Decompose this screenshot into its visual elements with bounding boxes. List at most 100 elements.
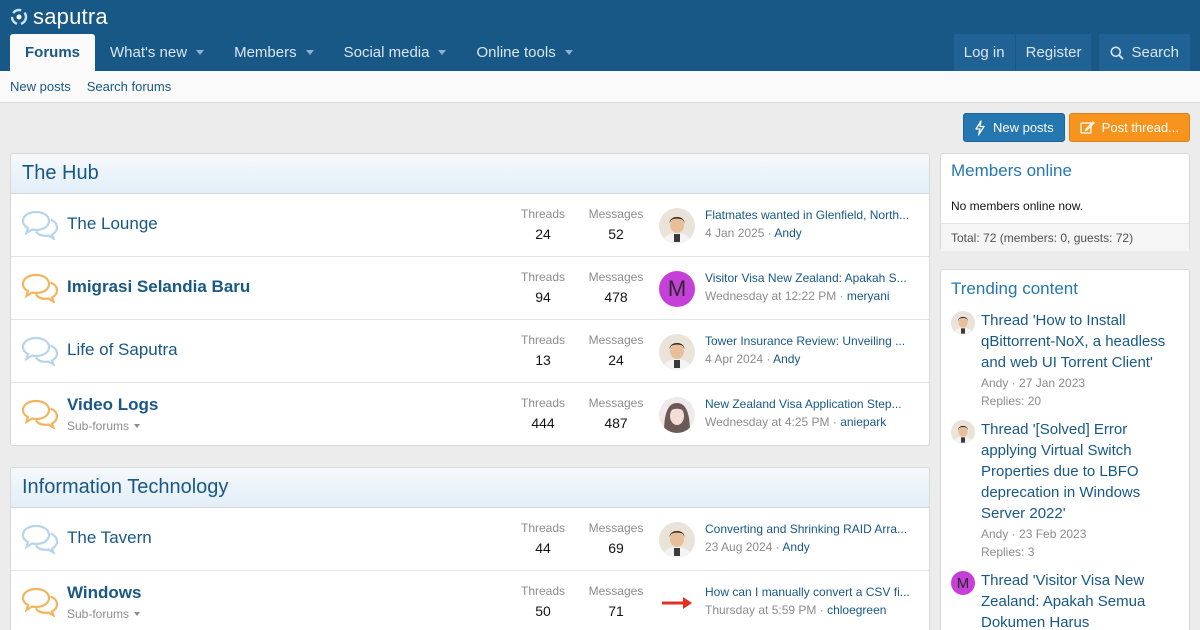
nav-tab-social-media[interactable]: Social media bbox=[329, 34, 462, 71]
messages-stat: Messages 69 bbox=[581, 521, 651, 556]
threads-stat: Threads 94 bbox=[508, 270, 578, 305]
register-button[interactable]: Register bbox=[1015, 34, 1092, 71]
last-post-user[interactable]: meryani bbox=[846, 289, 890, 303]
last-post-date[interactable]: 4 Jan 2025 bbox=[705, 226, 765, 240]
red-arrow-icon[interactable] bbox=[659, 585, 695, 621]
last-post-title[interactable]: Converting and Shrinking RAID Arra... bbox=[705, 522, 908, 536]
new-posts-button[interactable]: New posts bbox=[962, 113, 1065, 142]
category-title[interactable]: Information Technology bbox=[22, 476, 229, 498]
avatar[interactable] bbox=[659, 397, 695, 433]
forum-title[interactable]: The Lounge bbox=[67, 214, 158, 233]
search-button[interactable]: Search bbox=[1099, 34, 1190, 71]
nav-tab-whats-new[interactable]: What's new bbox=[95, 34, 219, 71]
new-posts-button-label: New posts bbox=[992, 120, 1054, 135]
messages-stat: Messages 52 bbox=[581, 207, 651, 242]
avatar[interactable] bbox=[951, 420, 975, 444]
last-post-title[interactable]: Visitor Visa New Zealand: Apakah S... bbox=[705, 271, 907, 285]
threads-count: 94 bbox=[535, 289, 551, 305]
last-post-meta: Thursday at 5:59 PM · chloegreen bbox=[705, 603, 887, 617]
page-actions: New posts Post thread... bbox=[959, 113, 1190, 142]
last-post-date[interactable]: 23 Aug 2024 bbox=[705, 540, 773, 554]
category-header: The Hub bbox=[11, 154, 929, 194]
last-post-user[interactable]: aniepark bbox=[840, 415, 887, 429]
last-post-title[interactable]: New Zealand Visa Application Step... bbox=[705, 397, 902, 411]
chevron-down-icon[interactable] bbox=[564, 50, 573, 55]
last-post-title[interactable]: Tower Insurance Review: Unveiling ... bbox=[705, 334, 906, 348]
last-post-meta: Wednesday at 4:25 PM · aniepark bbox=[705, 415, 887, 429]
subforums-toggle[interactable]: Sub-forums bbox=[67, 419, 141, 433]
threads-stat: Threads 24 bbox=[508, 207, 578, 242]
forum-node-imigrasi-selandia-baru: Imigrasi Selandia Baru Threads 94 Message… bbox=[11, 257, 929, 320]
threads-count: 24 bbox=[535, 226, 551, 242]
trending-item-title[interactable]: Thread 'Visitor Visa New Zealand: Apakah… bbox=[981, 572, 1146, 630]
threads-count: 444 bbox=[531, 415, 555, 431]
forum-title[interactable]: Life of Saputra bbox=[67, 340, 178, 359]
post-thread-button[interactable]: Post thread... bbox=[1068, 113, 1190, 142]
chevron-down-icon bbox=[134, 424, 141, 428]
nav-tab-label: Members bbox=[234, 44, 297, 61]
forum-title[interactable]: The Tavern bbox=[67, 528, 152, 547]
last-post-date[interactable]: Thursday at 5:59 PM bbox=[705, 603, 817, 617]
edit-icon bbox=[1080, 121, 1095, 134]
chat-read-icon bbox=[21, 336, 59, 366]
nav-tab-forums[interactable]: Forums bbox=[10, 34, 96, 71]
messages-label: Messages bbox=[588, 584, 644, 598]
login-button[interactable]: Log in bbox=[953, 34, 1015, 71]
trending-item-title[interactable]: Thread 'How to Install qBittorrent-NoX, … bbox=[981, 312, 1166, 371]
avatar[interactable]: M bbox=[951, 571, 975, 595]
widget-title[interactable]: Trending content bbox=[951, 279, 1078, 298]
new-posts-link[interactable]: New posts bbox=[10, 79, 71, 94]
last-post-meta: 4 Apr 2024 · Andy bbox=[705, 352, 801, 366]
last-post-date[interactable]: Wednesday at 12:22 PM bbox=[705, 289, 837, 303]
site-header: saputra Forums What's new Members Social… bbox=[0, 0, 1200, 71]
category-information-technology: Information Technology The Tavern Thread… bbox=[10, 467, 930, 630]
search-button-label: Search bbox=[1131, 44, 1179, 61]
last-post-meta: 23 Aug 2024 · Andy bbox=[705, 540, 810, 554]
trending-item: Thread 'How to Install qBittorrent-NoX, … bbox=[951, 310, 1179, 409]
threads-label: Threads bbox=[520, 270, 566, 284]
last-post-user[interactable]: Andy bbox=[773, 352, 801, 366]
search-forums-link[interactable]: Search forums bbox=[86, 79, 172, 94]
avatar[interactable]: M bbox=[659, 271, 695, 307]
messages-label: Messages bbox=[588, 396, 644, 410]
subforums-toggle[interactable]: Sub-forums bbox=[67, 607, 141, 621]
avatar[interactable] bbox=[951, 311, 975, 335]
nav-tab-members[interactable]: Members bbox=[219, 34, 329, 71]
forum-title[interactable]: Video Logs bbox=[67, 395, 159, 414]
last-post-user[interactable]: Andy bbox=[774, 226, 802, 240]
trending-item-title[interactable]: Thread '[Solved] Error applying Virtual … bbox=[981, 421, 1141, 522]
chevron-down-icon[interactable] bbox=[196, 50, 205, 55]
logo-mark-icon bbox=[10, 8, 28, 26]
avatar[interactable] bbox=[659, 522, 695, 558]
last-post-title[interactable]: Flatmates wanted in Glenfield, North... bbox=[705, 208, 910, 222]
threads-stat: Threads 13 bbox=[508, 333, 578, 368]
post-thread-button-label: Post thread... bbox=[1101, 120, 1179, 135]
search-icon bbox=[1110, 46, 1125, 60]
last-post-user[interactable]: chloegreen bbox=[827, 603, 887, 617]
category-title[interactable]: The Hub bbox=[22, 162, 99, 184]
members-online-total: Total: 72 (members: 0, guests: 72) bbox=[941, 223, 1189, 251]
nav-tab-online-tools[interactable]: Online tools bbox=[461, 34, 587, 71]
chevron-down-icon[interactable] bbox=[438, 50, 447, 55]
forum-node-the-lounge: The Lounge Threads 24 Messages 52 Flatmate… bbox=[11, 194, 929, 257]
trending-item-replies: Replies: 3 bbox=[981, 545, 1035, 559]
chevron-down-icon[interactable] bbox=[305, 50, 314, 55]
trending-item-meta: Andy · 23 Feb 2023 bbox=[981, 527, 1087, 541]
main-nav: Forums What's new Members Social media O… bbox=[10, 34, 588, 71]
forum-title[interactable]: Imigrasi Selandia Baru bbox=[67, 277, 251, 296]
site-logo[interactable]: saputra bbox=[9, 4, 108, 29]
last-post-date[interactable]: Wednesday at 4:25 PM bbox=[705, 415, 830, 429]
trending-list: Thread 'How to Install qBittorrent-NoX, … bbox=[941, 308, 1189, 630]
members-online-text: No members online now. bbox=[951, 198, 1084, 213]
last-post-date[interactable]: 4 Apr 2024 bbox=[705, 352, 764, 366]
last-post-meta: 4 Jan 2025 · Andy bbox=[705, 226, 802, 240]
threads-label: Threads bbox=[520, 396, 566, 410]
forum-title[interactable]: Windows bbox=[67, 583, 142, 602]
widget-title[interactable]: Members online bbox=[951, 161, 1072, 180]
last-post-title[interactable]: How can I manually convert a CSV fi... bbox=[705, 585, 910, 599]
category-the-hub: The Hub The Lounge Threads 24 Messages 52 … bbox=[10, 153, 930, 446]
last-post-user[interactable]: Andy bbox=[782, 540, 810, 554]
sub-nav: New posts Search forums bbox=[0, 71, 1200, 103]
avatar[interactable] bbox=[659, 208, 695, 244]
avatar[interactable] bbox=[659, 334, 695, 370]
